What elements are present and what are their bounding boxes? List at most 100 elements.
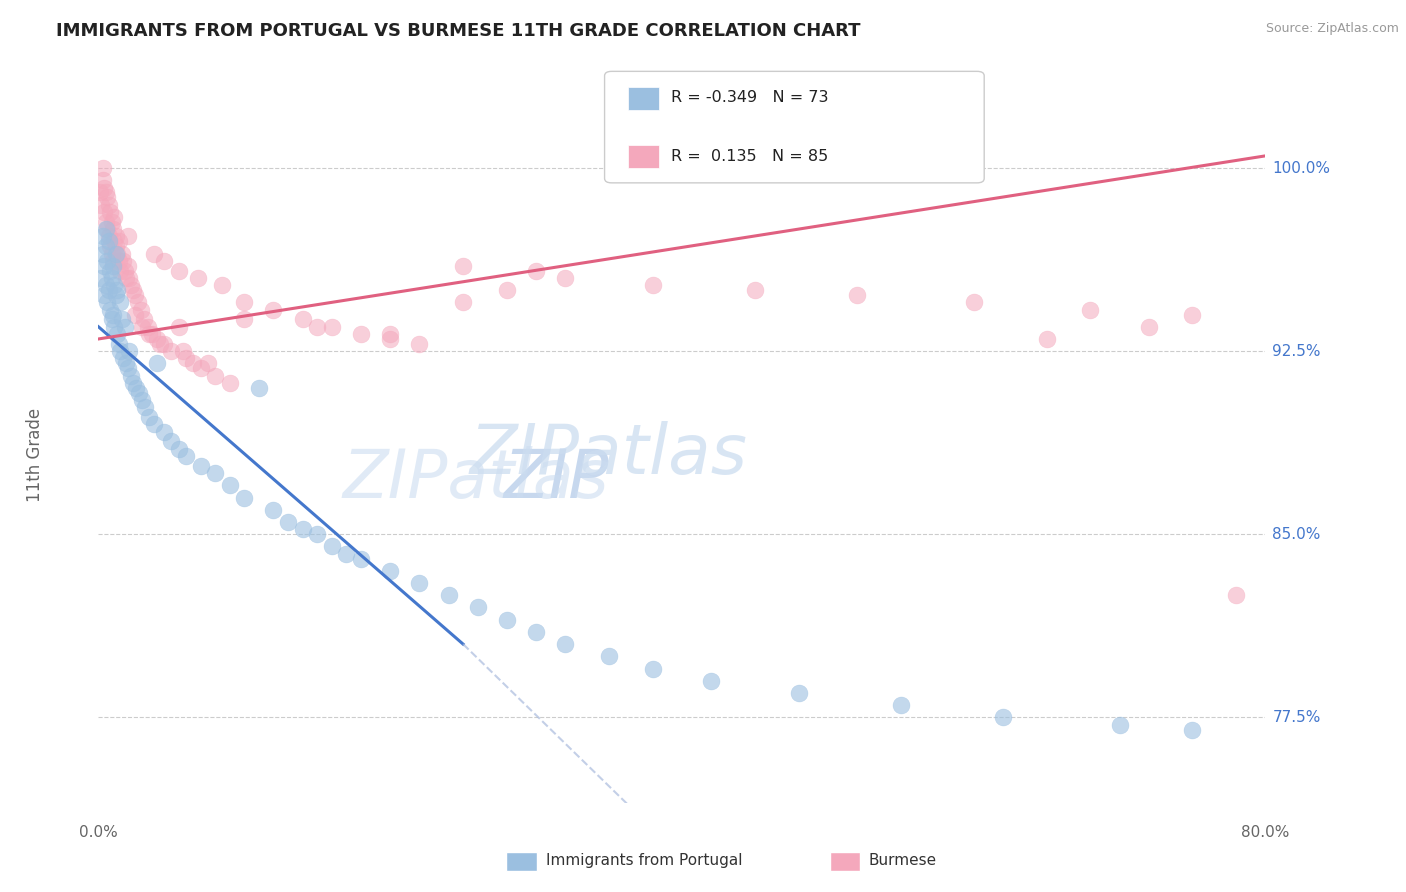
Point bbox=[167, 263, 190, 277]
Point bbox=[94, 186, 117, 200]
Point bbox=[91, 173, 114, 187]
Point bbox=[93, 180, 115, 194]
Point bbox=[105, 283, 128, 297]
Point bbox=[321, 319, 343, 334]
Point bbox=[160, 434, 183, 449]
Point bbox=[167, 442, 190, 456]
Point bbox=[104, 229, 127, 244]
Point bbox=[114, 263, 136, 277]
Point bbox=[115, 271, 138, 285]
Point bbox=[120, 368, 142, 383]
Point bbox=[204, 467, 226, 481]
Point bbox=[141, 327, 163, 342]
Point bbox=[134, 401, 156, 415]
Point bbox=[291, 312, 314, 326]
Point bbox=[197, 356, 219, 370]
Point bbox=[108, 336, 131, 351]
Point bbox=[787, 686, 810, 700]
Text: Burmese: Burmese bbox=[869, 854, 936, 868]
Point bbox=[136, 319, 159, 334]
Point bbox=[554, 637, 576, 651]
Point bbox=[101, 222, 124, 236]
Point bbox=[96, 222, 118, 236]
Point bbox=[105, 327, 128, 342]
Point bbox=[100, 215, 122, 229]
Point bbox=[437, 588, 460, 602]
Point bbox=[247, 381, 270, 395]
Point bbox=[495, 283, 517, 297]
Point bbox=[94, 278, 117, 293]
Point bbox=[93, 259, 115, 273]
Point bbox=[233, 491, 256, 505]
Point bbox=[110, 263, 132, 277]
Point bbox=[1108, 717, 1130, 731]
Point bbox=[89, 186, 111, 200]
Point bbox=[103, 278, 125, 293]
Point bbox=[127, 295, 149, 310]
Point bbox=[1225, 588, 1247, 602]
Point bbox=[321, 540, 343, 554]
Point bbox=[124, 288, 146, 302]
Point bbox=[117, 361, 139, 376]
Point bbox=[845, 288, 868, 302]
Point bbox=[744, 283, 766, 297]
Point bbox=[181, 356, 204, 370]
Point bbox=[94, 222, 117, 236]
Text: 92.5%: 92.5% bbox=[1272, 343, 1320, 359]
Point bbox=[146, 332, 169, 346]
Point bbox=[174, 351, 197, 366]
Point bbox=[350, 551, 373, 566]
Point bbox=[91, 229, 114, 244]
Point bbox=[122, 376, 145, 390]
Point bbox=[91, 161, 114, 175]
Point bbox=[90, 197, 112, 211]
Point bbox=[97, 229, 120, 244]
Text: Immigrants from Portugal: Immigrants from Portugal bbox=[546, 854, 742, 868]
Point bbox=[131, 392, 153, 407]
Point bbox=[467, 600, 489, 615]
Point bbox=[103, 235, 125, 249]
Point bbox=[408, 336, 430, 351]
Point bbox=[1080, 302, 1102, 317]
Point bbox=[118, 271, 141, 285]
Text: 80.0%: 80.0% bbox=[1241, 825, 1289, 840]
Point bbox=[138, 327, 160, 342]
Point bbox=[96, 253, 118, 268]
Text: R =  0.135   N = 85: R = 0.135 N = 85 bbox=[671, 149, 828, 163]
Point bbox=[98, 302, 121, 317]
Point bbox=[153, 253, 176, 268]
Point bbox=[142, 417, 165, 432]
Point bbox=[103, 319, 125, 334]
Point bbox=[94, 215, 117, 229]
Point bbox=[100, 312, 122, 326]
Point bbox=[118, 344, 141, 359]
Point bbox=[262, 302, 284, 317]
Point bbox=[96, 295, 118, 310]
Point bbox=[129, 302, 152, 317]
Point bbox=[218, 478, 240, 492]
Point bbox=[110, 295, 132, 310]
Point bbox=[991, 710, 1014, 724]
Text: 100.0%: 100.0% bbox=[1272, 161, 1330, 176]
Point bbox=[97, 197, 120, 211]
Point bbox=[495, 613, 517, 627]
Text: 0.0%: 0.0% bbox=[79, 825, 118, 840]
Point bbox=[153, 425, 176, 439]
Point bbox=[378, 327, 402, 342]
Point bbox=[890, 698, 912, 713]
Point bbox=[93, 205, 115, 219]
Point bbox=[233, 312, 256, 326]
Point bbox=[96, 190, 118, 204]
Point bbox=[138, 410, 160, 425]
Point bbox=[93, 288, 115, 302]
Point bbox=[1181, 308, 1204, 322]
Text: 11th Grade: 11th Grade bbox=[27, 408, 44, 502]
Point bbox=[153, 336, 176, 351]
Point bbox=[104, 246, 127, 260]
Text: Source: ZipAtlas.com: Source: ZipAtlas.com bbox=[1265, 22, 1399, 36]
Point bbox=[112, 351, 135, 366]
Point bbox=[641, 278, 664, 293]
Point bbox=[160, 344, 183, 359]
Point bbox=[111, 312, 134, 326]
Point bbox=[128, 385, 150, 400]
